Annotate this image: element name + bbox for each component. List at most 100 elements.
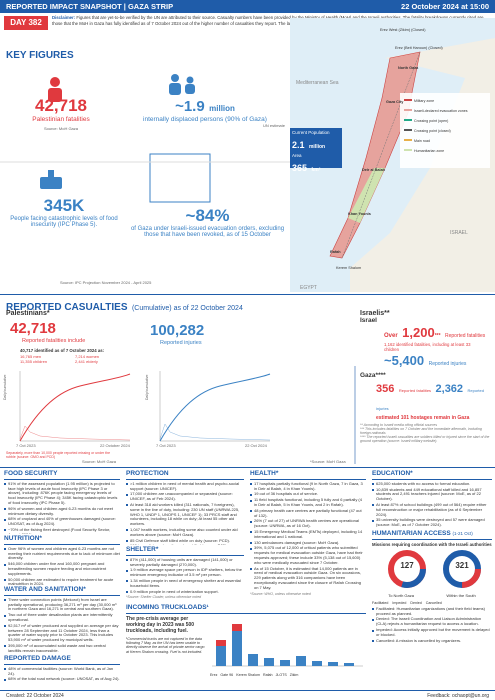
title: REPORTED IMPACT SNAPSHOT | GAZA STRIP [6,2,174,11]
map-label: Mediterranean Sea [296,80,339,86]
label: Reported injuries [160,340,202,346]
section-title: KEY FIGURES [6,50,74,61]
bullet: 35 university buildings were destroyed a… [372,518,492,528]
item: 16,765 men [20,354,42,359]
map-label: Rafah [330,250,341,254]
notes: ** According to Israeli media citing off… [360,423,492,443]
item: Main road [414,139,430,143]
bullet: ~70% of the fishing fleet destroyed (Foo… [4,527,120,534]
identified: 1,162 identified fatalities, including a… [384,342,471,352]
map-label: North Gaza [398,66,419,70]
item: Denied [410,600,422,605]
source: Source: IPC Projection November 2024 - A… [60,280,152,285]
map-label: ISRAEL [450,230,468,236]
bullet: 85 Civil Defence staff killed while on d… [126,538,244,544]
item: 11,355 children [20,359,48,364]
feedback[interactable]: Feedback: ochaopt@un.org [427,693,489,699]
bullet: At least 87% of school buildings (499 ou… [372,502,492,517]
label: To North Gaza [388,592,414,598]
notes: Facilitated: Humanitarian organizations … [372,606,492,644]
divider [0,294,495,295]
value: 365 [292,163,308,173]
footnote: ¹Commercial trucks are not captured in t… [126,636,205,654]
item: JLOTS [275,672,287,677]
label: People facing catastrophic levels of foo… [10,216,118,228]
item: Rafah [262,672,273,677]
bullet: 26% (7 out of 27) of UNRWA health centre… [250,519,366,529]
count: 321 [455,561,469,570]
pal-injuries: 100,282 Reported injuries [150,322,204,346]
bullet: 546,000 children under five and 160,000 … [4,561,120,576]
value: 100,282 [150,322,205,339]
value: ~5,400 [384,353,425,368]
bullet: 17 hospitals partially functional (9 in … [250,481,366,492]
heading: Palestinians* [6,310,50,317]
item: Impeded [392,600,407,605]
unit: million [308,144,326,150]
kf-evacuation: ~84% of Gaza under Israeli-issued evacua… [130,206,285,238]
section-title: HEALTH* [250,470,366,480]
source: *Source: WHO, unless otherwise noted [250,591,311,596]
nutrition: NUTRITION* Over 96% of women and children… [4,535,120,585]
bullet: 11 field hospitals functional, including… [250,497,366,508]
value: 42,718 [35,96,87,115]
hostages: estimated 101 hostages remain in Gaza [376,415,470,421]
value: 2,362 [435,383,464,395]
value: 356 [376,383,395,395]
source: Source: MoH Gaza [82,459,117,464]
item: Facilitated [372,600,389,605]
label: Current Population [292,130,330,135]
bullet: 50,000 children are estimated to require… [4,577,120,585]
label: of Gaza under Israeli-issued evacuation … [130,226,285,238]
population-box: Current Population 2.1 million Area 365 … [292,130,342,176]
x-label: 7 Oct 2023 [156,443,176,448]
access-donuts [388,549,481,588]
map-label: Gaza City [386,100,404,104]
item: Military zone [414,99,435,103]
bullet: 10,839 students and 449 educational staf… [372,487,492,502]
label: Within the South [446,592,476,598]
label: Reported injuries [428,361,467,367]
bullet: 68% of cropland and 40% of greenhouses d… [4,517,120,527]
label: Reported fatalities [398,388,432,393]
bullet: 48% of commercial facilities (source: Wo… [4,666,120,677]
bullet: >1 million children in need of mental he… [126,481,244,492]
bullet: 395,000 m³ of accumulated solid waste an… [4,643,120,652]
shelter: SHELTER* 87% (411,000) of housing units a… [126,546,244,601]
bullet: 87% (411,000) of housing units are damag… [126,557,244,568]
y-label: Daily/cumulative [145,374,149,400]
footer: Created: 22 October 2024 Feedback: ochaop… [0,690,495,700]
bullet: 48 primary health care centres are parti… [250,508,366,519]
bullet: 96% of women and children aged 6-23 mont… [4,506,120,517]
bullet: Over 96% of women and children aged 6-23… [4,546,120,561]
bullet: 68% of the total road network (source: U… [4,677,120,682]
humanitarian-access: HUMANITARIAN ACCESS (1-21 Oct) Missions … [372,530,492,689]
water-sanitation: WATER AND SANITATION* Three water connect… [4,586,120,652]
item: Denied: The Israeli Coordination and Lia… [372,617,492,627]
item: Impeded: Access initially approved but t… [372,627,492,638]
education: EDUCATION* 625,000 students with no acces… [372,470,492,528]
map-label: EGYPT [300,285,317,291]
period: (1-21 Oct) [452,531,473,536]
bullet: 15 Emergency Medical Teams (EMTs) deploy… [250,529,366,540]
label: Area [292,153,302,158]
subtitle: (Cumulative) as of 22 October 2024 [131,305,243,312]
item: Crossing point (open) [414,119,449,123]
y-label: Daily/cumulative [3,374,7,400]
mark: *** [434,333,441,339]
map-label: Erez West (Zikim) (Closed) [380,28,426,32]
bullet: Two out of three water desalination plan… [4,612,120,623]
israelis: Israelis** Israel Over 1,200*** Reported… [360,310,492,443]
source: Source: MoH Gaza [43,126,78,131]
label: Reported injuries [376,388,484,411]
section-title: WATER AND SANITATION* [4,586,120,596]
pal-fatalities: 42,718 Reported fatalities include [10,320,85,344]
bullet: 130 ambulances damaged (source: MoH Gaza… [250,540,366,546]
x-label: 22 Oct 2024 [245,443,267,448]
breakdown: 16,765 men 7,214 women 11,355 children 2,44… [20,354,130,364]
item: Cancelled [425,600,442,605]
unit: million [209,104,235,113]
protection: PROTECTION >1 million children in need of… [126,470,244,545]
section-title: PROTECTION [126,470,244,480]
note: Separately, more than 10,000 people repo… [6,451,111,459]
